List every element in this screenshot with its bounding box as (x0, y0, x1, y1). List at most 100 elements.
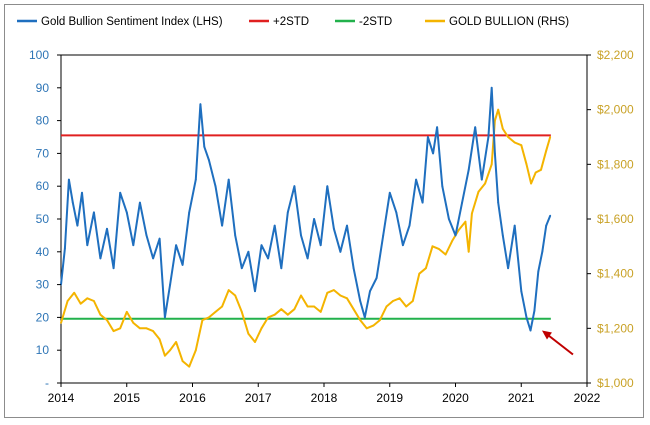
sentiment-index-point (181, 264, 184, 266)
sentiment-index-point (369, 290, 371, 293)
gold-bullion-point (214, 311, 217, 313)
sentiment-index-point (529, 329, 532, 332)
gold-bullion-point (188, 365, 191, 368)
sentiment-index-point (247, 250, 250, 253)
sentiment-index-point (326, 185, 329, 188)
sentiment-index-point (474, 126, 477, 129)
gold-bullion-point (139, 327, 141, 330)
sentiment-index-point (333, 227, 335, 230)
sentiment-index-point (480, 178, 483, 181)
sentiment-index-point (501, 234, 504, 237)
gold-bullion-point (300, 294, 302, 297)
x-tick-label: 2014 (48, 391, 75, 405)
gold-bullion-series (60, 108, 552, 368)
sentiment-index-point (64, 247, 66, 250)
left-tick-label: 30 (36, 278, 50, 292)
left-axis: - 10 20 30 40 50 60 70 80 90 100 (29, 48, 61, 390)
sentiment-index-point (421, 201, 424, 204)
sentiment-index-point (541, 250, 544, 253)
sentiment-index-point (346, 224, 348, 227)
gold-bullion-point (319, 311, 322, 313)
sentiment-index-point (313, 218, 315, 220)
gold-bullion-point (164, 354, 166, 357)
gold-bullion-point (431, 245, 434, 248)
sentiment-index-point (454, 234, 457, 237)
x-tick-label: 2021 (508, 391, 535, 405)
sentiment-index-point (169, 283, 172, 286)
sentiment-index-point (71, 201, 74, 204)
gold-bullion-point (438, 248, 440, 251)
right-axis: $1,000 $1,200 $1,400 $1,600 $1,800 $2,000 $2,2… (587, 48, 634, 390)
gold-bullion-point (418, 272, 421, 275)
gold-bullion-point (254, 341, 256, 343)
gold-bullion-point (99, 313, 102, 316)
legend-label: +2STD (273, 16, 309, 28)
annotation-arrow-head (541, 330, 552, 340)
left-tick-label: 50 (36, 212, 50, 226)
sentiment-index-point (487, 136, 490, 138)
left-tick-label: 80 (36, 114, 50, 128)
sentiment-index-point (395, 211, 398, 214)
sentiment-index-point (240, 267, 243, 270)
sentiment-index-point (112, 267, 115, 270)
gold-bullion-point (286, 313, 289, 316)
left-tick-label: 40 (36, 245, 50, 259)
gold-bullion-point (507, 136, 509, 138)
sentiment-index-point (402, 244, 404, 247)
x-axis: 2014 2015 2016 2017 2018 2019 2020 2021 2022 (48, 383, 601, 405)
sentiment-index-point (520, 290, 523, 293)
sentiment-index-point (363, 316, 366, 319)
sentiment-index-point (260, 244, 263, 247)
x-tick-label: 2017 (245, 391, 272, 405)
gold-bullion-point (106, 319, 108, 321)
gold-bullion-point (208, 316, 210, 319)
sentiment-index-point (227, 178, 230, 181)
x-tick-label: 2019 (376, 391, 403, 405)
sentiment-index-series (60, 86, 552, 332)
sentiment-index-point (208, 159, 210, 161)
gold-bullion-point (194, 349, 197, 352)
gold-bullion-point (333, 289, 335, 291)
gold-bullion-point (398, 297, 401, 300)
sentiment-index-point (490, 86, 493, 89)
gold-bullion-point (444, 253, 447, 256)
gold-bullion-point (525, 163, 528, 166)
sentiment-index-point (319, 244, 322, 247)
gold-bullion-point (234, 294, 237, 297)
sentiment-index-point (339, 250, 342, 253)
sentiment-index-point (537, 270, 540, 273)
sentiment-index-line (60, 86, 552, 332)
gold-bullion-point (464, 220, 467, 223)
x-tick-label: 2016 (179, 391, 206, 405)
sentiment-index-point (119, 191, 122, 194)
sentiment-index-point (125, 211, 128, 214)
gold-bullion-point (477, 190, 480, 193)
sentiment-index-point (461, 201, 463, 204)
sentiment-index-point (293, 185, 296, 188)
annotation-arrow-shaft (545, 332, 574, 356)
sentiment-index-point (158, 237, 161, 240)
x-tick-label: 2020 (442, 391, 469, 405)
legend: Gold Bullion Sentiment Index (LHS) +2STD -… (17, 16, 569, 28)
sentiment-index-point (375, 277, 378, 279)
sentiment-index-point (214, 185, 217, 188)
sentiment-index-point (549, 214, 552, 217)
sentiment-index-point (432, 152, 434, 155)
gold-bullion-point (497, 108, 500, 111)
gold-bullion-point (545, 149, 548, 152)
gold-bullion-point (112, 330, 115, 332)
series-layer (60, 86, 552, 368)
left-tick-label: 10 (36, 343, 50, 357)
sentiment-index-point (175, 244, 178, 247)
sentiment-index-point (194, 178, 197, 181)
sentiment-index-point (81, 191, 83, 194)
right-tick-label: $1,400 (597, 267, 634, 281)
gold-bullion-point (425, 267, 427, 270)
sentiment-index-point (145, 234, 148, 237)
gold-bullion-point (451, 240, 454, 242)
gold-bullion-point (392, 300, 394, 302)
sentiment-index-point (497, 201, 500, 204)
sentiment-index-point (388, 191, 391, 194)
gold-bullion-point (372, 324, 375, 327)
sentiment-index-point (415, 178, 417, 181)
